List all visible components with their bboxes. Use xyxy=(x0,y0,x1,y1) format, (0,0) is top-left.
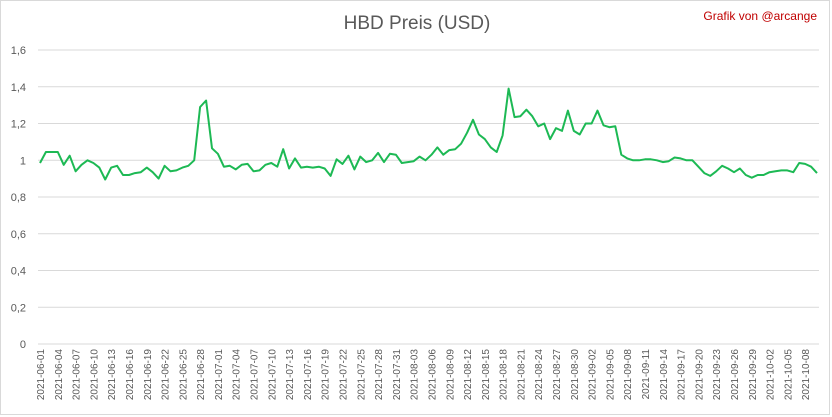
y-tick-label: 1,6 xyxy=(11,45,26,57)
y-tick-label: 0,4 xyxy=(11,266,26,278)
y-axis-ticks: 0 0,2 0,4 0,6 0,8 1 1,2 1,4 1,6 xyxy=(11,45,26,351)
y-tick-label: 1 xyxy=(20,155,26,167)
x-tick-label: 2021-06-10 xyxy=(89,349,100,401)
x-tick-label: 2021-06-25 xyxy=(178,349,189,401)
x-tick-label: 2021-08-03 xyxy=(410,349,421,401)
x-tick-label: 2021-08-06 xyxy=(427,349,438,401)
y-tick-label: 0 xyxy=(20,339,26,351)
x-tick-label: 2021-10-05 xyxy=(783,349,794,401)
gridlines xyxy=(38,49,819,345)
y-tick-label: 1,4 xyxy=(11,82,26,94)
y-tick-label: 1,2 xyxy=(11,119,26,131)
x-tick-label: 2021-09-11 xyxy=(641,349,652,400)
x-tick-label: 2021-07-01 xyxy=(214,349,225,401)
x-tick-label: 2021-07-10 xyxy=(267,349,278,401)
x-tick-label: 2021-06-07 xyxy=(72,349,83,401)
x-tick-label: 2021-07-22 xyxy=(338,349,349,401)
x-tick-label: 2021-09-17 xyxy=(677,349,688,401)
x-tick-label: 2021-09-02 xyxy=(588,349,599,401)
x-tick-label: 2021-06-16 xyxy=(125,349,136,401)
x-tick-label: 2021-07-16 xyxy=(303,349,314,401)
y-tick-label: 0,2 xyxy=(11,302,26,314)
x-tick-label: 2021-06-22 xyxy=(161,349,172,401)
x-tick-label: 2021-10-08 xyxy=(801,349,812,401)
x-tick-label: 2021-07-13 xyxy=(285,349,296,401)
x-tick-label: 2021-08-24 xyxy=(534,349,545,401)
x-tick-label: 2021-07-07 xyxy=(250,349,261,401)
x-tick-label: 2021-09-08 xyxy=(623,349,634,401)
x-tick-label: 2021-08-12 xyxy=(463,349,474,401)
x-tick-label: 2021-07-31 xyxy=(392,349,403,401)
x-tick-label: 2021-06-04 xyxy=(54,349,65,401)
chart-title: HBD Preis (USD) xyxy=(343,13,491,34)
x-tick-label: 2021-08-09 xyxy=(445,349,456,401)
x-tick-label: 2021-09-26 xyxy=(730,349,741,401)
x-tick-label: 2021-10-02 xyxy=(766,349,777,401)
y-tick-label: 0,6 xyxy=(11,229,26,241)
x-tick-label: 2021-08-27 xyxy=(552,349,563,401)
x-tick-label: 2021-07-28 xyxy=(374,349,385,401)
credit-label: Grafik von @arcange xyxy=(703,9,817,23)
x-tick-label: 2021-07-19 xyxy=(321,349,332,401)
x-tick-label: 2021-08-30 xyxy=(570,349,581,401)
x-tick-label: 2021-06-19 xyxy=(143,349,154,401)
series-group xyxy=(39,87,818,181)
x-tick-label: 2021-09-20 xyxy=(694,349,705,401)
x-axis-ticks: 2021-06-01 2021-06-04 2021-06-07 2021-06-10… xyxy=(36,349,812,401)
series-line-hbd xyxy=(39,87,818,181)
x-tick-label: 2021-07-25 xyxy=(356,349,367,401)
x-tick-label: 2021-09-05 xyxy=(605,349,616,401)
x-tick-label: 2021-08-15 xyxy=(481,349,492,401)
x-tick-label: 2021-08-18 xyxy=(499,349,510,401)
x-tick-label: 2021-06-01 xyxy=(36,349,47,401)
x-tick-label: 2021-08-21 xyxy=(516,349,527,401)
x-tick-label: 2021-09-29 xyxy=(748,349,759,401)
x-tick-label: 2021-09-23 xyxy=(712,349,723,401)
x-tick-label: 2021-09-14 xyxy=(659,349,670,401)
x-tick-label: 2021-06-28 xyxy=(196,349,207,401)
y-tick-label: 0,8 xyxy=(11,192,26,204)
x-tick-label: 2021-07-04 xyxy=(232,349,243,401)
x-tick-label: 2021-06-13 xyxy=(107,349,118,401)
